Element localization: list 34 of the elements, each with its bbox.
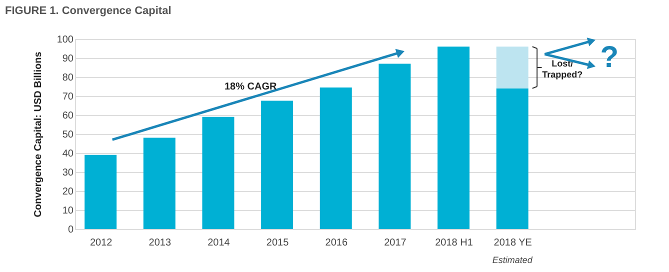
bar [143, 138, 176, 229]
bar [496, 46, 528, 88]
chart-title: FIGURE 1. Convergence Capital [5, 5, 172, 17]
annotation: Lost/ Trapped? [542, 58, 583, 80]
x-tick-label: 2016 [325, 238, 348, 248]
bar [84, 154, 117, 229]
bar [438, 46, 470, 229]
y-tick-label: 80 [62, 72, 74, 84]
text: ? [600, 41, 619, 74]
text: Estimated [492, 255, 534, 265]
bar [320, 87, 352, 229]
x-tick-label: 2014 [208, 238, 230, 248]
y-tick-label: 30 [62, 168, 74, 178]
y-tick-label: 0 [68, 224, 74, 236]
y-axis-title: Convergence Capital: USD Billions [32, 51, 44, 218]
x-tick-label: 2013 [148, 238, 172, 248]
y-tick-label: 90 [62, 54, 74, 64]
bar [202, 116, 234, 229]
y-tick-label: 50 [62, 130, 74, 140]
x-tick-label: 2012 [90, 238, 113, 248]
bar [378, 64, 411, 229]
y-tick-label: 100 [56, 34, 74, 46]
annotation: 18% CAGR [224, 81, 278, 92]
x-tick-label: 2018 YE [494, 238, 532, 248]
y-tick-label: 20 [62, 186, 74, 198]
y-tick-label: 10 [62, 206, 74, 216]
bar [496, 88, 528, 229]
y-tick-label: 70 [62, 92, 74, 102]
x-tick-label: 2017 [384, 238, 407, 248]
x-tick-label: 2018 H1 [435, 238, 474, 248]
y-tick-label: 40 [62, 148, 74, 160]
x-tick-label: 2015 [266, 238, 290, 248]
y-tick-label: 60 [62, 110, 74, 122]
bar [261, 100, 294, 229]
